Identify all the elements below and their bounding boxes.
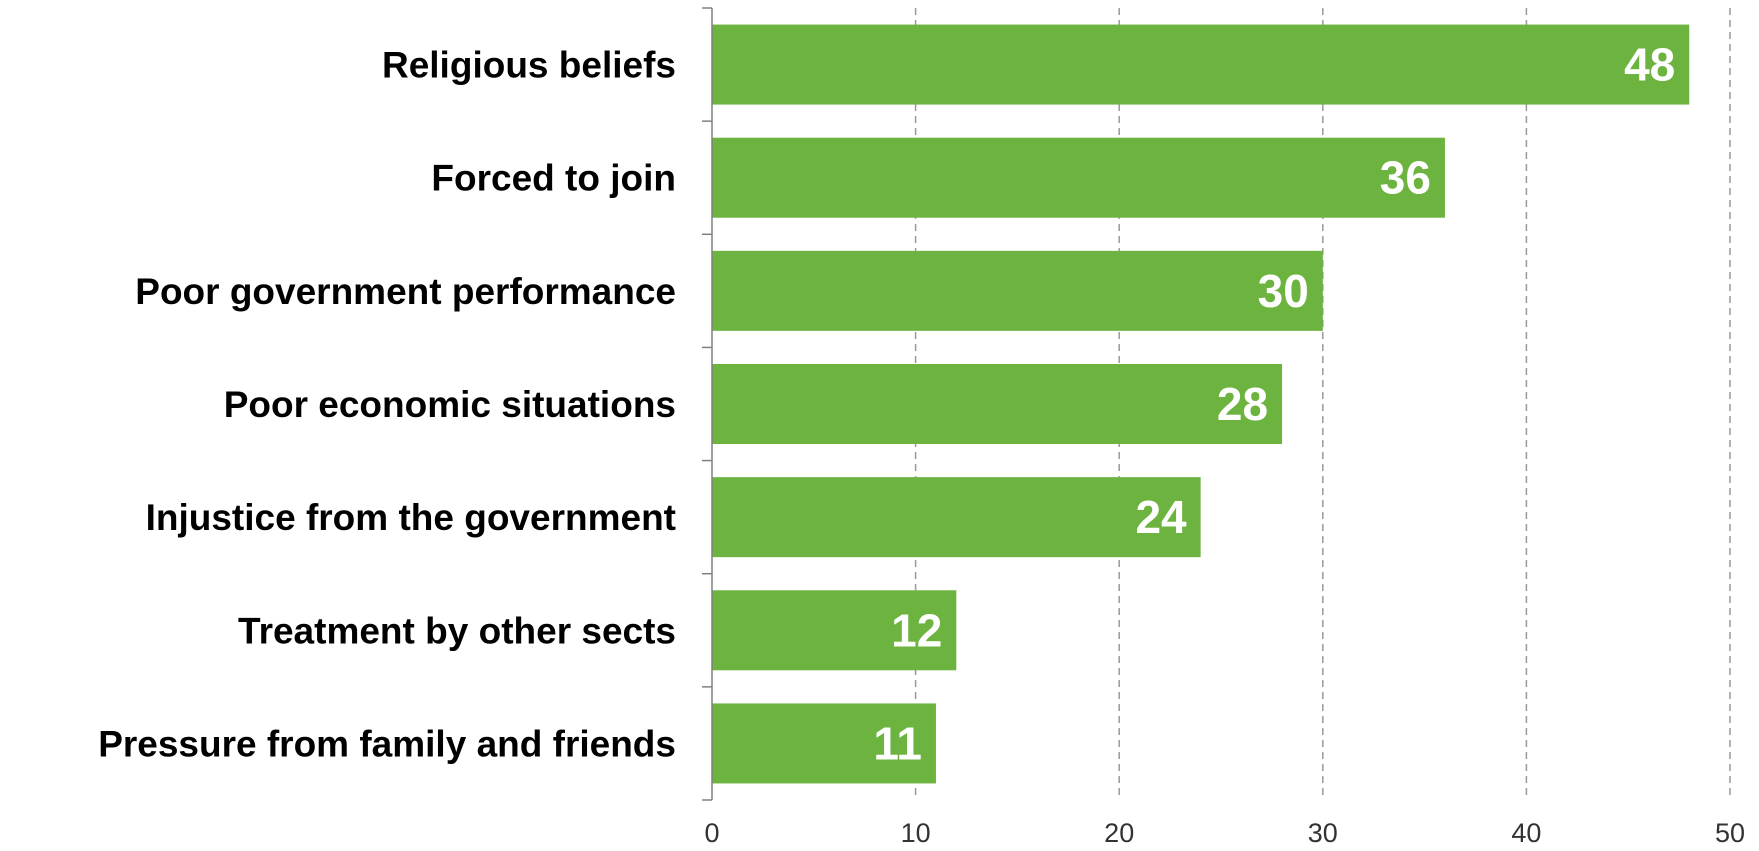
- category-label: Treatment by other sects: [238, 610, 676, 651]
- category-label: Forced to join: [431, 158, 676, 199]
- bar-6: [712, 703, 936, 784]
- x-tick-label: 50: [1715, 818, 1745, 848]
- bar-value-label: 12: [891, 604, 942, 656]
- category-label: Religious beliefs: [382, 45, 676, 86]
- bar-5: [712, 590, 957, 671]
- bar-value-label: 11: [873, 717, 922, 769]
- bar-2: [712, 250, 1323, 331]
- bar-0: [712, 24, 1690, 105]
- category-label: Injustice from the government: [146, 497, 676, 538]
- axes: [702, 7, 713, 801]
- labels: 0 10 20 30 40 50 48 Religious beliefs 36 Forced t…: [98, 39, 1745, 848]
- x-tick-label: 10: [901, 818, 931, 848]
- bar-1: [712, 137, 1445, 218]
- bar-3: [712, 364, 1283, 444]
- bar-value-label: 30: [1258, 265, 1309, 317]
- category-label: Poor government performance: [135, 271, 676, 312]
- x-tick-label: 40: [1511, 818, 1541, 848]
- bar-value-label: 36: [1380, 152, 1431, 204]
- x-tick-label: 30: [1308, 818, 1338, 848]
- bar-4: [712, 477, 1201, 558]
- bars: [712, 24, 1690, 784]
- bar-value-label: 28: [1217, 378, 1268, 430]
- bar-value-label: 24: [1135, 491, 1187, 543]
- category-label: Pressure from family and friends: [98, 723, 676, 764]
- bar-value-label: 48: [1624, 39, 1675, 91]
- x-tick-label: 0: [704, 818, 719, 848]
- category-label: Poor economic situations: [224, 384, 676, 425]
- x-tick-label: 20: [1104, 818, 1134, 848]
